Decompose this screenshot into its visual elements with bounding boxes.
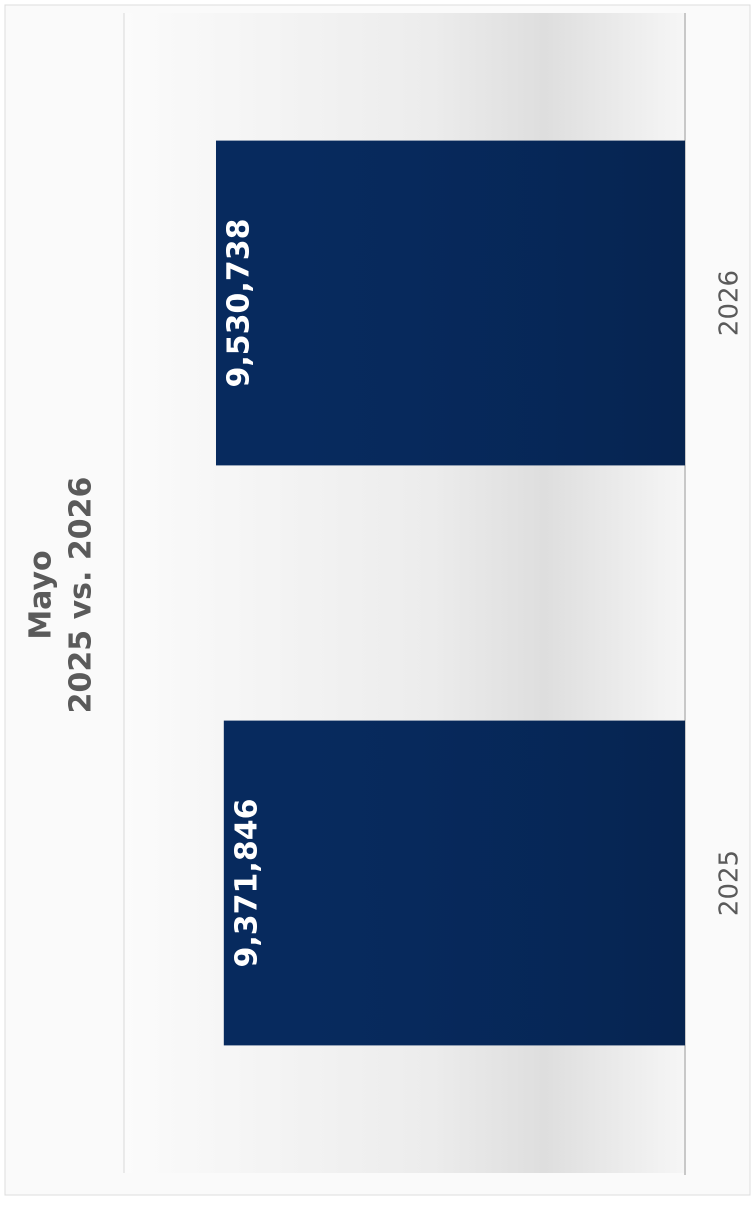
chart-title: Mayo: [24, 550, 59, 639]
x-tick-label: 2026: [715, 270, 745, 336]
bar-shade: [223, 720, 685, 1046]
x-tick-label: 2025: [715, 850, 745, 916]
chart-subtitle: 2025 vs. 2026: [64, 477, 99, 714]
value-label: 9,371,846: [229, 799, 264, 968]
value-label: 9,530,738: [221, 219, 256, 388]
bar-shade: [215, 140, 685, 466]
